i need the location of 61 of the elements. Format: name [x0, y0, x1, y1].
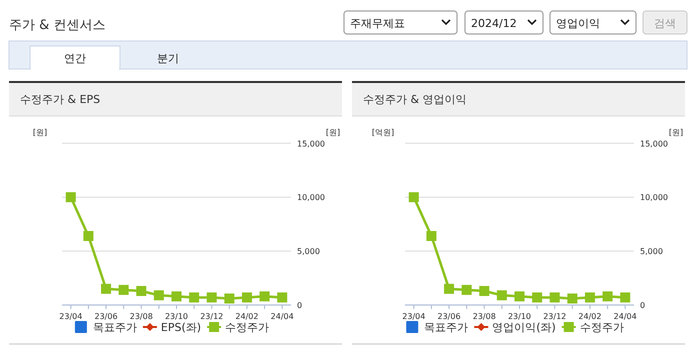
point [189, 292, 200, 302]
point [118, 284, 129, 295]
x-tick-label: 24/04 [270, 312, 294, 321]
point [66, 192, 76, 202]
y2-axis-title: [원] [326, 128, 340, 137]
x-tick-label: 23/10 [164, 312, 188, 321]
point [154, 290, 164, 300]
x-tick-label: 23/06 [94, 312, 118, 321]
x-tick-label: 23/04 [59, 312, 82, 321]
text: 15,000 [297, 139, 325, 148]
x-tick-label: 23/08 [472, 312, 496, 321]
point [83, 231, 94, 242]
y-axis-title: [억원] [372, 128, 394, 137]
y-axis-title: [원] [32, 128, 48, 137]
text: 5,000 [640, 247, 663, 256]
point [550, 292, 560, 302]
x-tick-label: 23/08 [130, 312, 153, 321]
point [101, 284, 112, 294]
point [277, 292, 288, 302]
legend-label: 목표주가 [92, 321, 137, 334]
point [567, 294, 578, 304]
point [172, 291, 182, 302]
point [444, 284, 454, 294]
point [514, 291, 524, 302]
x-tick-label: 23/10 [508, 312, 532, 321]
point [462, 284, 472, 295]
point [532, 292, 542, 302]
point [136, 286, 146, 296]
point [620, 292, 630, 302]
point [206, 292, 217, 302]
legend-label: 영업이익(좌) [492, 321, 556, 334]
point [224, 294, 234, 304]
point [408, 192, 419, 202]
x-tick-label: 23/06 [438, 312, 461, 321]
text: 10,000 [640, 193, 668, 202]
x-tick-label: 23/04 [402, 312, 426, 321]
x-tick-label: 24/04 [614, 312, 637, 321]
legend-label: 목표주가 [424, 321, 468, 334]
point [260, 291, 270, 302]
y2-axis-title: [원] [668, 128, 684, 137]
x-tick-label: 23/12 [543, 312, 566, 321]
point [602, 291, 613, 302]
text: 0 [297, 301, 302, 310]
text: 10,000 [297, 193, 325, 202]
chart-title: 수정주가 & EPS [20, 93, 100, 106]
page-header: 주가 & 컨센서스 주재무제표 2024/12 영업이익 검색 연간 분기 [8, 10, 688, 70]
text: 0 [640, 301, 646, 310]
x-tick-label: 24/02 [578, 312, 602, 321]
x-tick-label: 24/02 [235, 312, 258, 321]
point [479, 286, 490, 296]
text: 15,000 [640, 139, 668, 148]
point [584, 292, 595, 302]
point [496, 290, 507, 300]
point [426, 231, 436, 242]
legend-label: 수정주가 [225, 321, 270, 334]
legend-label: 수정주가 [580, 321, 624, 334]
x-tick-label: 23/12 [200, 312, 224, 321]
chart-title: 수정주가 & 영업이익 [363, 93, 467, 106]
point [242, 292, 252, 302]
legend-label: EPS(좌) [160, 321, 202, 334]
text: 5,000 [297, 247, 320, 256]
